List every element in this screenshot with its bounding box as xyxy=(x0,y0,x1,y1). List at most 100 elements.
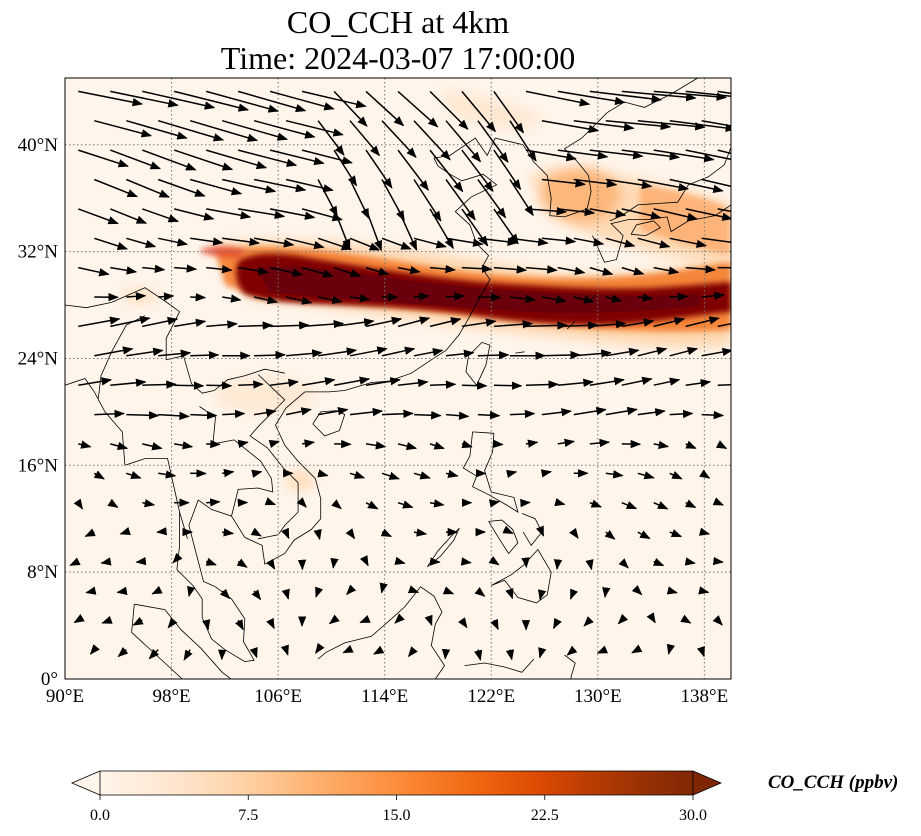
wind-arrow xyxy=(222,178,277,194)
wind-arrow xyxy=(78,90,144,107)
wind-arrow xyxy=(413,120,451,161)
wind-arrow xyxy=(701,119,731,127)
lat-tick-label: 32°N xyxy=(18,242,59,263)
wind-arrow xyxy=(381,346,416,357)
wind-arrow xyxy=(557,321,599,330)
wind-arrow xyxy=(605,119,672,131)
wind-arrow xyxy=(238,149,298,167)
wind-arrow xyxy=(605,237,636,248)
wind-arrow xyxy=(525,265,558,274)
wind-arrow xyxy=(413,237,447,249)
wind-arrow xyxy=(237,90,307,113)
wind-arrow xyxy=(285,178,334,193)
wind-arrow xyxy=(621,149,681,161)
wind-arrow xyxy=(219,588,231,600)
wind-arrow xyxy=(653,266,680,275)
wind-arrow xyxy=(365,266,390,276)
wind-arrow xyxy=(685,264,716,274)
wind-arrow xyxy=(589,208,627,218)
coastline-segment xyxy=(134,603,252,679)
wind-arrow xyxy=(666,586,678,595)
lon-tick-label: 114°E xyxy=(361,686,408,707)
wind-arrow xyxy=(381,120,417,158)
coastline-segment xyxy=(488,519,519,555)
wind-arrow xyxy=(569,527,579,539)
wind-arrow xyxy=(397,90,439,128)
wind-arrow xyxy=(190,351,220,360)
wind-arrow xyxy=(553,559,563,570)
wind-arrow xyxy=(317,120,345,156)
wind-arrow xyxy=(126,237,157,249)
wind-arrow xyxy=(315,642,325,654)
wind-arrow xyxy=(477,120,509,163)
wind-arrow xyxy=(541,178,586,188)
colorbar-ticks: 0.0 7.5 15.0 22.5 30.0 xyxy=(90,795,707,824)
wind-arrow xyxy=(237,439,249,449)
wind-arrow xyxy=(100,557,112,566)
wind-arrow xyxy=(474,649,483,661)
wind-arrow xyxy=(429,149,464,193)
wind-arrow xyxy=(142,208,179,223)
wind-arrow xyxy=(637,293,654,302)
wind-arrow xyxy=(509,409,536,419)
wind-arrow xyxy=(717,208,731,213)
wind-arrow xyxy=(445,179,476,221)
wind-arrow xyxy=(331,499,342,510)
wind-arrow xyxy=(281,527,290,540)
wind-arrow xyxy=(445,349,475,359)
wind-arrow xyxy=(669,237,708,248)
wind-arrow xyxy=(631,644,643,654)
wind-arrow xyxy=(669,347,699,357)
wind-arrow xyxy=(317,295,343,305)
wind-arrow xyxy=(110,208,148,224)
lat-tick-labels: 0° 8°N 16°N 24°N 32°N 40°N xyxy=(18,135,59,690)
wind-arrow xyxy=(413,411,442,420)
wind-arrow xyxy=(441,648,451,660)
wind-arrow xyxy=(236,558,248,568)
wind-arrow xyxy=(301,208,343,222)
wind-arrow xyxy=(557,438,576,447)
wind-arrow xyxy=(701,410,725,420)
colorbar-bar xyxy=(100,771,693,795)
wind-arrow xyxy=(349,179,370,220)
wind-arrow xyxy=(669,178,724,194)
wind-arrow xyxy=(174,441,194,450)
wind-arrow xyxy=(583,616,594,627)
wind-arrow xyxy=(540,469,552,478)
wind-arrow xyxy=(206,381,233,390)
wind-arrow xyxy=(142,149,197,171)
wind-arrow xyxy=(653,208,699,221)
title-time: Time: 2024-03-07 17:00:00 xyxy=(220,40,576,76)
lat-tick-label: 8°N xyxy=(27,562,58,583)
wind-arrow xyxy=(301,149,353,165)
wind-arrow xyxy=(605,470,624,479)
wind-arrow xyxy=(566,645,578,656)
wind-arrow xyxy=(148,648,160,660)
wind-arrow xyxy=(413,348,444,357)
wind-arrow xyxy=(317,406,349,416)
wind-arrow xyxy=(701,291,725,300)
wind-arrow xyxy=(589,499,602,508)
wind-arrow xyxy=(701,178,731,188)
wind-arrow xyxy=(381,409,414,418)
lon-tick-label: 138°E xyxy=(681,686,729,707)
wind-vectors xyxy=(69,90,731,661)
wind-arrow xyxy=(268,439,280,449)
wind-arrow xyxy=(521,557,530,569)
wind-arrow xyxy=(696,645,705,658)
wind-arrow xyxy=(380,528,393,538)
wind-arrow xyxy=(474,586,486,597)
wind-arrow xyxy=(238,380,264,389)
wind-arrow xyxy=(684,557,696,566)
wind-arrow xyxy=(110,315,151,328)
wind-arrow xyxy=(502,525,514,535)
wind-arrow xyxy=(717,149,731,155)
wind-arrow xyxy=(158,237,189,247)
wind-arrow xyxy=(397,149,429,191)
wind-arrow xyxy=(365,149,393,189)
wind-arrow xyxy=(397,265,421,275)
wind-arrow xyxy=(116,586,128,595)
wind-arrow xyxy=(712,556,724,566)
wind-arrow xyxy=(381,237,412,250)
wind-arrow xyxy=(397,441,418,451)
